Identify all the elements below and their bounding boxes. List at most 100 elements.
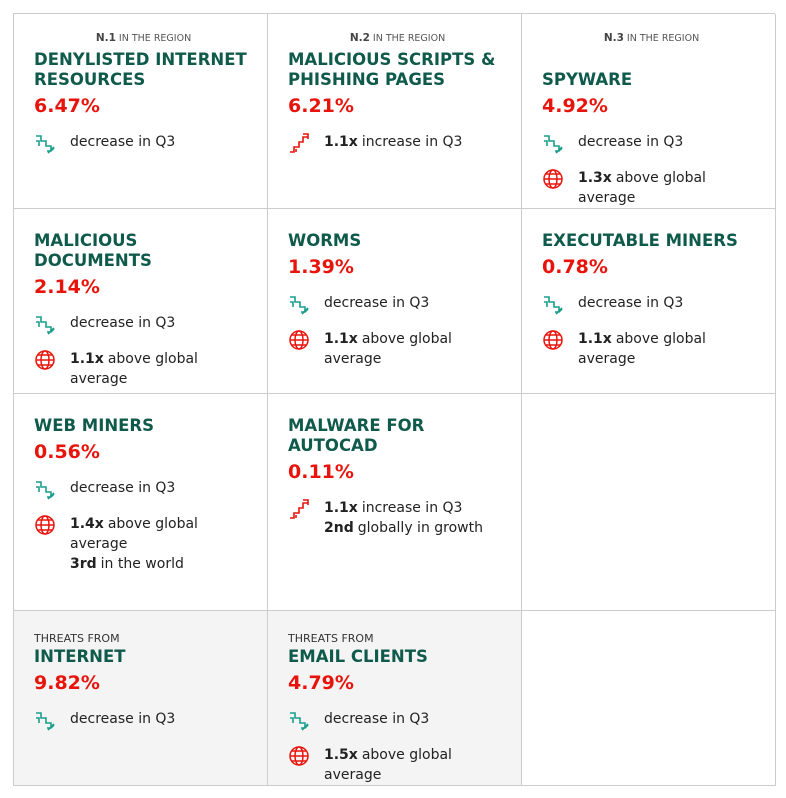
rank-note: IN THE REGION xyxy=(372,33,446,44)
stat-text-part: globally in growth xyxy=(357,520,483,536)
empty-cell xyxy=(522,394,776,611)
card-title: MALICIOUS SCRIPTS & PHISHING PAGES xyxy=(288,50,496,89)
card-title: EMAIL CLIENTS xyxy=(288,647,428,666)
stat-bold: 1.4x xyxy=(70,516,104,532)
card-value: 1.39% xyxy=(288,256,354,278)
stat-text: 1.4x above global average 3rd in the world xyxy=(70,514,253,574)
stat-text: 1.1x above global average xyxy=(324,329,507,369)
stat-text: 1.1x increase in Q3 2nd globally in growth xyxy=(324,498,483,538)
rank-label: N.2 IN THE REGION xyxy=(288,32,507,44)
stat-text-part: above global average xyxy=(324,747,452,783)
stat-line: 1.4x above global average xyxy=(70,514,253,554)
stat-bold: 1.1x xyxy=(578,331,612,347)
title-box: MALICIOUS SCRIPTS & PHISHING PAGES xyxy=(288,48,507,90)
stat-row: decrease in Q3 xyxy=(288,709,507,731)
card-title: MALWARE FOR AUTOCAD xyxy=(288,416,425,455)
decrease-icon xyxy=(36,481,55,500)
card-label: THREATS FROM xyxy=(288,632,374,645)
stat-line: decrease in Q3 xyxy=(578,293,683,313)
stat-text: 1.1x increase in Q3 xyxy=(324,132,462,152)
title-box: DENYLISTED INTERNET RESOURCES xyxy=(34,48,253,90)
card-value: 0.11% xyxy=(288,461,354,483)
decrease-icon xyxy=(544,296,563,315)
stat-row: 1.1x increase in Q3 2nd globally in growth xyxy=(288,498,507,538)
stat-line: 1.5x above global average xyxy=(324,745,507,785)
stat-bold: 1.1x xyxy=(70,351,104,367)
decrease-icon xyxy=(36,712,55,731)
stat-text: decrease in Q3 xyxy=(70,132,175,152)
stat-bold: 1.1x xyxy=(324,134,358,150)
stat-text-part: decrease in Q3 xyxy=(70,315,176,331)
stat-text-part: decrease in Q3 xyxy=(70,134,176,150)
card-value: 9.82% xyxy=(34,672,100,694)
increase-icon xyxy=(290,499,309,519)
stat-card: N.1 IN THE REGION DENYLISTED INTERNET RESO… xyxy=(14,14,268,209)
stats-grid: N.1 IN THE REGION DENYLISTED INTERNET RESO… xyxy=(13,13,776,786)
stat-bold: 3rd xyxy=(70,556,97,572)
stat-text-part: increase in Q3 xyxy=(361,134,463,150)
decrease-icon xyxy=(544,135,563,154)
stat-text-part: in the world xyxy=(100,556,184,572)
stat-text: decrease in Q3 xyxy=(324,709,429,729)
card-value: 6.21% xyxy=(288,95,354,117)
stat-text: decrease in Q3 xyxy=(578,132,683,152)
stat-text-part: decrease in Q3 xyxy=(70,480,176,496)
rank-number: N.1 xyxy=(95,32,116,44)
stat-line: 2nd globally in growth xyxy=(324,518,483,538)
rank-number: N.3 xyxy=(603,32,624,44)
stat-bold: 2nd xyxy=(324,520,354,536)
globe-icon xyxy=(543,330,563,350)
stat-text-part: above global average xyxy=(578,170,706,206)
decrease-icon xyxy=(36,135,55,154)
stat-row: 1.1x increase in Q3 xyxy=(288,132,507,154)
globe-icon xyxy=(289,330,309,350)
stat-line: decrease in Q3 xyxy=(70,313,175,333)
stat-card: WEB MINERS 0.56% decrease in Q3 1.4x above g… xyxy=(14,394,268,611)
card-label: THREATS FROM xyxy=(34,632,120,645)
stat-line: decrease in Q3 xyxy=(70,709,175,729)
stat-row: 1.5x above global average xyxy=(288,745,507,785)
empty-cell xyxy=(522,611,776,786)
stat-row: decrease in Q3 xyxy=(34,709,253,731)
decrease-icon xyxy=(36,316,55,335)
stat-line: decrease in Q3 xyxy=(578,132,683,152)
stat-text-part: decrease in Q3 xyxy=(324,711,430,727)
increase-icon xyxy=(290,133,309,153)
rank-label: N.3 IN THE REGION xyxy=(542,32,761,44)
card-title: WORMS xyxy=(288,231,362,250)
stat-card: MALWARE FOR AUTOCAD 0.11% 1.1x increase in … xyxy=(268,394,522,611)
stat-line: decrease in Q3 xyxy=(324,293,429,313)
stat-text-part: above global average xyxy=(70,516,198,552)
stat-line: 1.1x increase in Q3 xyxy=(324,498,483,518)
stat-row: decrease in Q3 xyxy=(34,478,253,500)
stat-text: 1.1x above global average xyxy=(70,349,253,389)
stat-row: 1.1x above global average xyxy=(542,329,761,369)
stat-line: 3rd in the world xyxy=(70,554,253,574)
card-value: 6.47% xyxy=(34,95,100,117)
stat-row: 1.4x above global average 3rd in the world xyxy=(34,514,253,574)
stat-text: decrease in Q3 xyxy=(70,313,175,333)
card-title: WEB MINERS xyxy=(34,416,155,435)
stat-text-part: above global average xyxy=(70,351,198,387)
stat-card: N.3 IN THE REGION SPYWARE 4.92% decrease in … xyxy=(522,14,776,209)
rank-note: IN THE REGION xyxy=(626,33,700,44)
stat-card: EXECUTABLE MINERS 0.78% decrease in Q3 1.1x… xyxy=(522,209,776,394)
stat-text: decrease in Q3 xyxy=(324,293,429,313)
stat-text-part: above global average xyxy=(324,331,452,367)
card-value: 0.56% xyxy=(34,441,100,463)
stat-line: decrease in Q3 xyxy=(70,478,175,498)
stat-row: decrease in Q3 xyxy=(542,132,761,154)
stat-bold: 1.1x xyxy=(324,500,358,516)
stat-text: decrease in Q3 xyxy=(578,293,683,313)
stat-row: 1.1x above global average xyxy=(34,349,253,389)
stat-row: decrease in Q3 xyxy=(542,293,761,315)
stat-text: decrease in Q3 xyxy=(70,709,175,729)
stat-card: THREATS FROM INTERNET 9.82% decrease in Q3 xyxy=(14,611,268,786)
card-value: 4.79% xyxy=(288,672,354,694)
card-title: DENYLISTED INTERNET RESOURCES xyxy=(34,50,247,89)
stat-card: THREATS FROM EMAIL CLIENTS 4.79% decrease i… xyxy=(268,611,522,786)
globe-icon xyxy=(35,515,55,535)
card-title: EXECUTABLE MINERS xyxy=(542,231,738,250)
stat-line: 1.3x above global average xyxy=(578,168,761,208)
